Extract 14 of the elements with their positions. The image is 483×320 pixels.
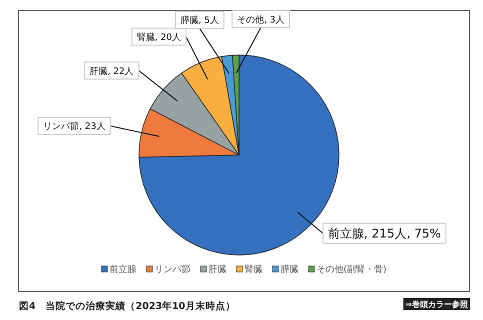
data-label: 前立腺, 215人, 75% bbox=[328, 226, 441, 241]
data-label: 腎臓, 20人 bbox=[136, 32, 182, 43]
data-label: リンパ節, 23人 bbox=[43, 121, 106, 132]
data-label: 肝臓, 22人 bbox=[90, 66, 134, 77]
legend-label: 肝臓 bbox=[208, 264, 226, 275]
legend-label: 腎臓 bbox=[244, 264, 262, 275]
text: ⇒巻頭カラー参照 bbox=[405, 300, 468, 309]
legend-label: 前立腺 bbox=[109, 264, 136, 275]
text: 図4 当院での治療実績（2023年10月末時点） bbox=[19, 300, 236, 312]
legend-label: リンパ節 bbox=[154, 264, 190, 275]
legend-label: 膵臓 bbox=[280, 264, 298, 275]
data-label: 膵臓, 5人 bbox=[180, 15, 219, 26]
legend-label: その他(副腎・骨) bbox=[316, 264, 387, 275]
data-label: その他, 3人 bbox=[237, 14, 285, 26]
